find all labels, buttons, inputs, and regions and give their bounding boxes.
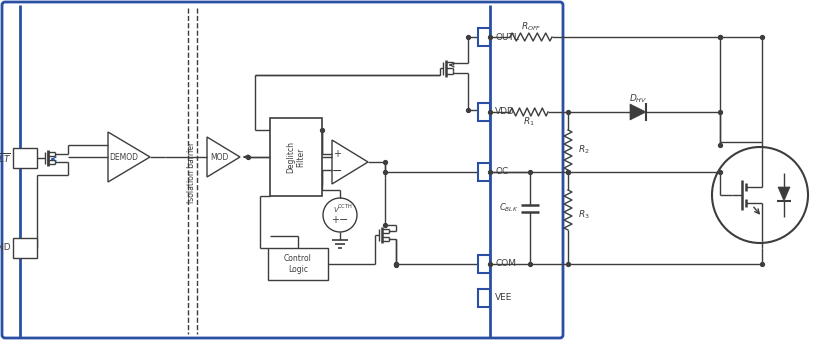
Text: +: + (333, 149, 341, 159)
Text: $D_{HV}$: $D_{HV}$ (629, 93, 647, 105)
Bar (270, 118, 322, 196)
Text: +: + (331, 215, 339, 225)
Text: COM: COM (495, 260, 516, 268)
Bar (478, 163, 490, 181)
Text: GND: GND (0, 244, 11, 252)
Text: −: − (331, 165, 342, 177)
Text: VDD: VDD (495, 107, 515, 117)
Bar (478, 289, 490, 307)
FancyBboxPatch shape (2, 2, 563, 338)
Text: Control
Logic: Control Logic (284, 254, 312, 274)
Text: $V$: $V$ (333, 206, 341, 214)
Text: Isolation barrier: Isolation barrier (188, 141, 196, 202)
Bar (13, 238, 37, 258)
Text: Deglitch
Filter: Deglitch Filter (286, 141, 306, 173)
Text: DEMOD: DEMOD (109, 153, 139, 161)
Text: $\overline{FLT}$: $\overline{FLT}$ (0, 151, 11, 165)
Polygon shape (630, 104, 646, 120)
Text: $R_1$: $R_1$ (523, 116, 535, 128)
Bar (478, 255, 490, 273)
Bar (478, 103, 490, 121)
Text: $R_{OFF}$: $R_{OFF}$ (521, 21, 541, 33)
Text: OCTH: OCTH (337, 205, 352, 210)
Text: OC: OC (495, 168, 509, 176)
Text: VEE: VEE (495, 293, 513, 303)
Bar (478, 28, 490, 46)
Text: $C_{BLK}$: $C_{BLK}$ (498, 202, 518, 214)
Bar (268, 248, 328, 280)
Text: $R_3$: $R_3$ (578, 209, 590, 221)
Bar (13, 148, 37, 168)
Text: −: − (339, 215, 349, 225)
Text: OUTL: OUTL (495, 32, 519, 41)
Text: $R_2$: $R_2$ (578, 144, 590, 156)
Polygon shape (778, 187, 790, 201)
Text: MOD: MOD (210, 153, 228, 161)
